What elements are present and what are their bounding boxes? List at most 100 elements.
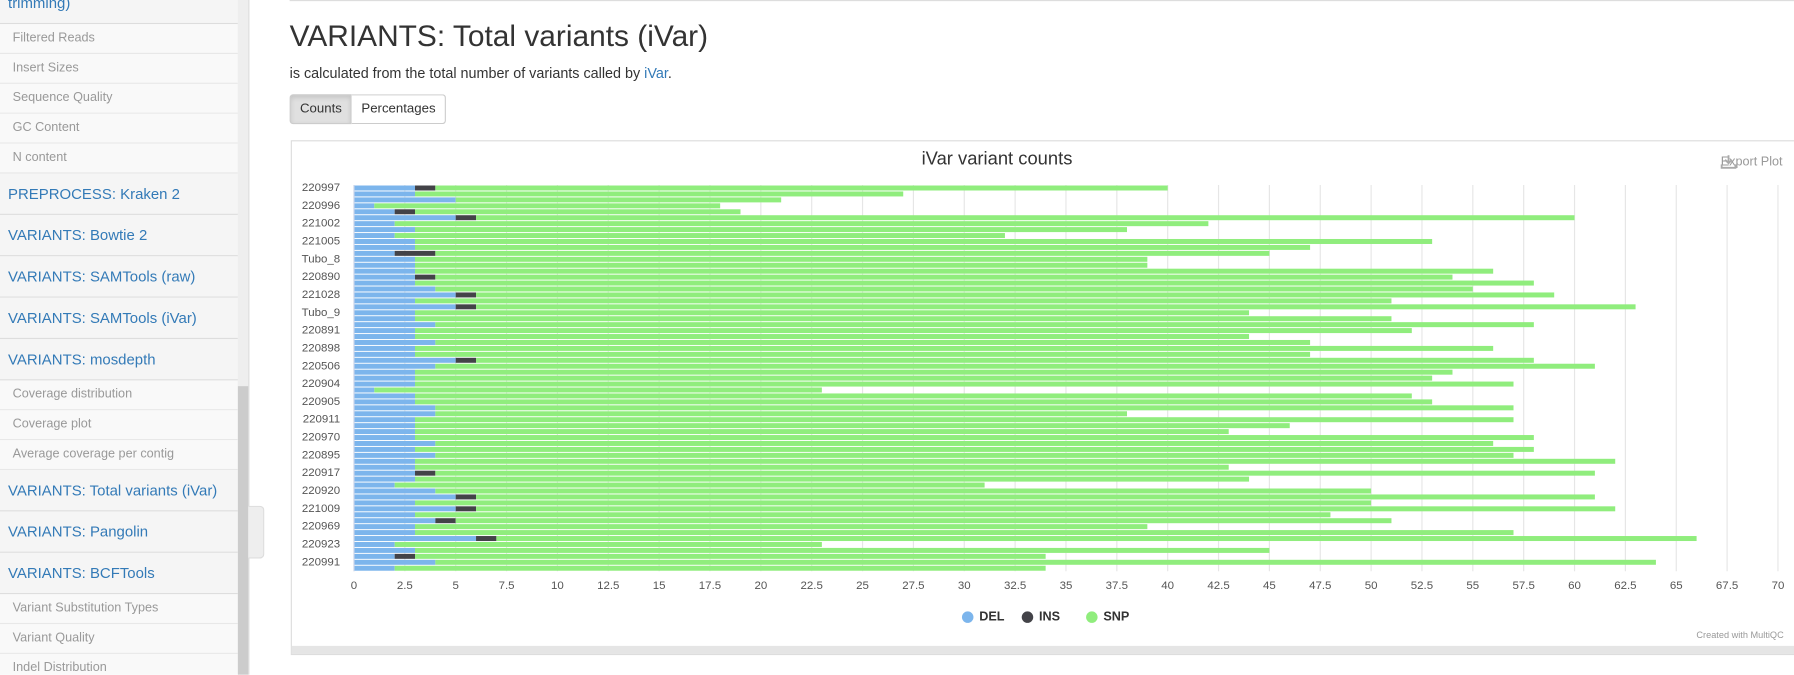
bar-segment: [353, 482, 395, 488]
bar-segment: [415, 547, 1270, 553]
y-tick-label: Tubo_9: [302, 307, 341, 319]
nav-item[interactable]: Indel Distribution: [0, 653, 238, 675]
x-tick-label: 27.5: [902, 580, 924, 592]
bar-segment: [415, 458, 1616, 464]
bar-segment: [415, 328, 1412, 334]
x-tick-label: 37.5: [1106, 580, 1128, 592]
x-tick-label: 15: [653, 580, 666, 592]
link[interactable]: iVar: [644, 65, 668, 82]
bar-segment: [415, 274, 436, 280]
bar-segment: [353, 452, 436, 458]
bar-segment: [476, 215, 1575, 221]
description-text: is calculated from the total number of v…: [289, 65, 641, 82]
nav-item[interactable]: Coverage plot: [0, 410, 238, 441]
percentages-button[interactable]: Percentages: [352, 94, 446, 125]
nav-section[interactable]: trimming): [0, 0, 238, 25]
bar-segment: [435, 411, 1128, 417]
bar-segment: [353, 458, 416, 464]
bar-segment: [353, 185, 416, 191]
nav-item[interactable]: Variant Quality: [0, 624, 238, 654]
bar-segment: [415, 351, 1311, 357]
legend-marker: [1021, 611, 1034, 623]
x-tick-label: 22.5: [801, 580, 823, 592]
nav-item[interactable]: Insert Sizes: [0, 54, 238, 84]
nav-item[interactable]: Variant Substitution Types: [0, 594, 238, 625]
x-tick-label: 67.5: [1716, 580, 1738, 592]
nav-section[interactable]: VARIANTS: SAMTools (iVar): [0, 297, 238, 340]
nav-section[interactable]: VARIANTS: SAMTools (raw): [0, 256, 238, 298]
nav-section[interactable]: PREPROCESS: Kraken 2: [0, 173, 238, 215]
bar-segment: [415, 310, 1250, 316]
scroll-thumb[interactable]: [237, 386, 249, 675]
x-tick-label: 52.5: [1411, 580, 1433, 592]
bar-segment: [353, 375, 416, 381]
x-tick-label: 30: [958, 580, 971, 592]
bar-segment: [415, 476, 1250, 482]
nav-item[interactable]: Average coverage per contig: [0, 440, 238, 471]
nav-item[interactable]: Coverage distribution: [0, 380, 238, 411]
bar-segment: [435, 322, 1534, 328]
bar-segment: [394, 221, 1209, 227]
x-tick-label: 57.5: [1513, 580, 1535, 592]
bar-segment: [415, 553, 1046, 559]
bar-segment: [435, 405, 1514, 411]
bar-segment: [455, 518, 1392, 524]
bar-segment: [455, 506, 477, 512]
x-tick-label: 25: [856, 580, 869, 592]
legend-label: SNP: [1103, 610, 1129, 624]
bar-segment: [353, 536, 477, 542]
bar-segment: [415, 417, 1514, 423]
bar-segment: [455, 215, 477, 221]
bar-segment: [415, 369, 1453, 375]
y-tick-label: 220506: [302, 360, 340, 372]
scrollbar[interactable]: [237, 0, 250, 675]
bar-segment: [353, 464, 416, 470]
bar-segment: [353, 417, 416, 423]
bar-segment: [353, 500, 416, 506]
bar-segment: [353, 488, 436, 494]
bar-segment: [353, 339, 436, 345]
y-tick-label: 220997: [302, 182, 340, 194]
bar-segment: [415, 399, 1433, 405]
x-tick-label: 5: [453, 580, 459, 592]
bar-segment: [353, 345, 416, 351]
nav-section[interactable]: VARIANTS: Pangolin: [0, 511, 238, 553]
bar-segment: [353, 328, 416, 334]
bar-segment: [415, 470, 436, 476]
bar-segment: [353, 547, 416, 553]
nav-section[interactable]: VARIANTS: Bowtie 2: [0, 214, 238, 257]
nav-item[interactable]: N content: [0, 143, 238, 174]
x-tick-label: 12.5: [597, 580, 619, 592]
bar-segment: [415, 185, 436, 191]
bar-segment: [415, 209, 741, 215]
bar-segment: [353, 553, 395, 559]
bar-segment: [476, 494, 1595, 500]
bar-segment: [353, 494, 456, 500]
y-tick-label: 220970: [302, 432, 340, 444]
sidebar: trimming) Filtered Reads Insert Sizes Seque…: [0, 0, 240, 675]
bar-segment: [353, 256, 416, 262]
bar-segment: [435, 339, 1311, 345]
x-tick-label: 20: [754, 580, 767, 592]
bar-segment: [435, 274, 1453, 280]
nav-item[interactable]: Sequence Quality: [0, 83, 238, 114]
nav-section[interactable]: VARIANTS: mosdepth: [0, 339, 238, 381]
bar-segment: [476, 292, 1555, 298]
counts-button[interactable]: Counts: [289, 94, 353, 125]
y-tick-label: 220920: [302, 485, 340, 497]
resize-handle[interactable]: [291, 645, 1794, 654]
chart-title: iVar variant counts: [922, 148, 1073, 169]
legend-marker: [1086, 611, 1098, 623]
nav-section[interactable]: VARIANTS: BCFTools: [0, 552, 238, 595]
bar-segment: [353, 215, 456, 221]
bar-segment: [415, 238, 1433, 244]
x-tick-label: 47.5: [1309, 580, 1331, 592]
nav-item[interactable]: GC Content: [0, 113, 238, 144]
nav-item[interactable]: Filtered Reads: [0, 24, 238, 55]
export-button[interactable]: Export Plot: [1721, 155, 1783, 169]
sidebar-toggle[interactable]: [248, 505, 265, 559]
x-tick-label: 2.5: [397, 580, 413, 592]
bar-segment: [415, 423, 1290, 429]
nav-section[interactable]: VARIANTS: Total variants (iVar): [0, 470, 238, 512]
